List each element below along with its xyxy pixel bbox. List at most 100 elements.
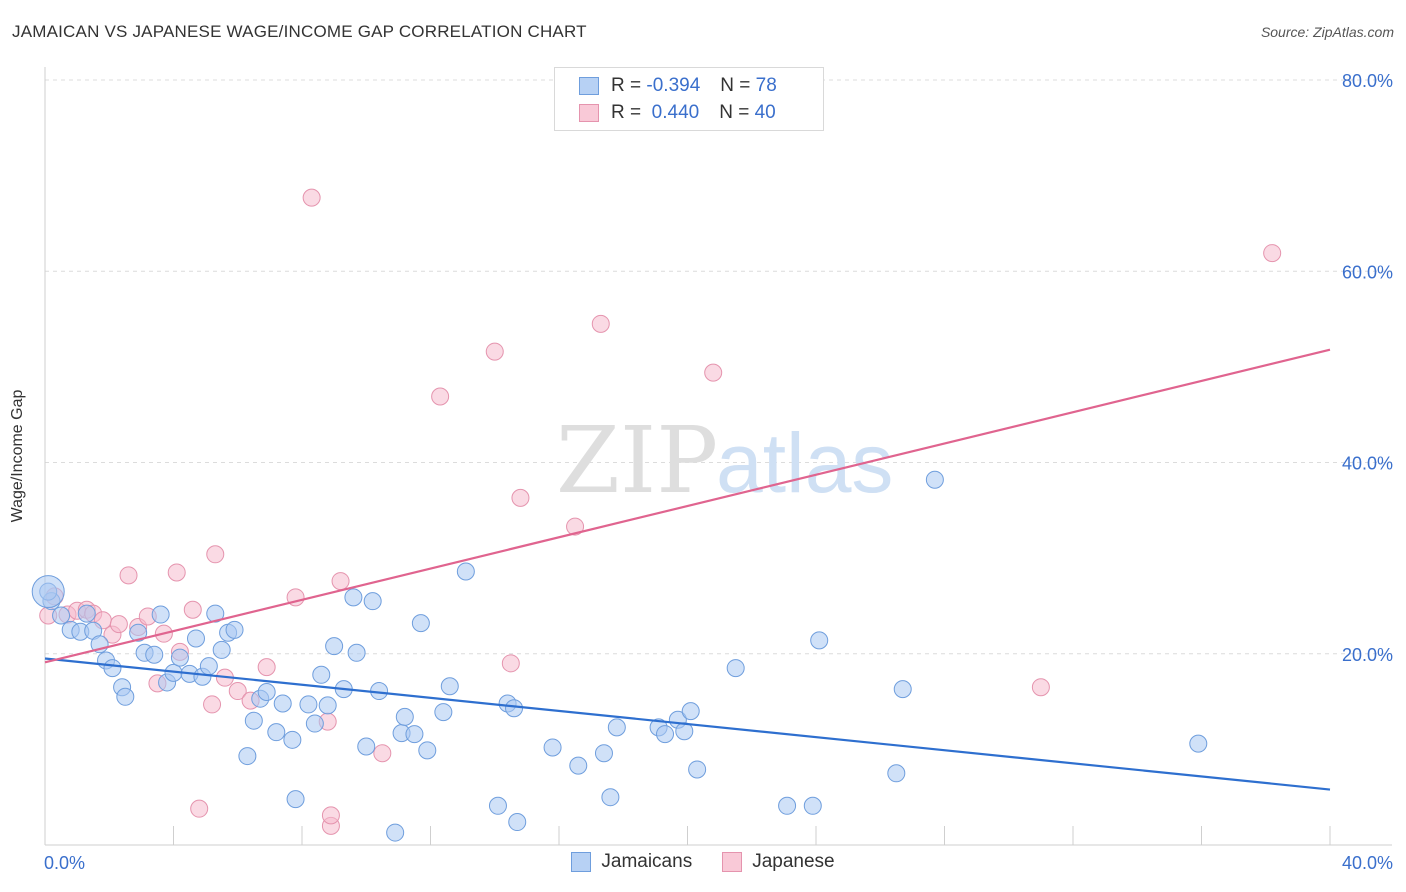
y-tick-label: 20.0%: [1342, 645, 1393, 665]
japanese-point: [331, 572, 350, 591]
japanese-swatch: [722, 852, 743, 872]
r-label: R =: [611, 102, 642, 123]
japanese-point: [302, 188, 321, 207]
r-label: R =: [611, 75, 642, 96]
jamaicans-swatch: [571, 852, 592, 872]
legend-item-japanese: Japanese: [722, 851, 835, 873]
jamaicans-point: [170, 648, 189, 667]
japanese-point: [257, 658, 276, 677]
japanese-point: [119, 566, 138, 585]
jamaicans-point: [418, 741, 437, 760]
jamaicans-point: [318, 696, 337, 715]
chart-title: JAMAICAN VS JAPANESE WAGE/INCOME GAP COR…: [12, 22, 587, 41]
jamaicans-points: [31, 470, 1208, 842]
jamaicans-point: [151, 605, 170, 624]
watermark-zip: ZIP: [556, 407, 718, 514]
jamaicans-point: [726, 659, 745, 678]
stats-row-japanese: R = 0.440 N = 40: [579, 101, 776, 125]
japanese-point: [485, 342, 504, 361]
jamaicans-point: [456, 562, 475, 581]
jamaicans-point: [803, 796, 822, 815]
jamaicans-point: [267, 723, 286, 742]
jamaicans-point: [344, 588, 363, 607]
source-label: Source: ZipAtlas.com: [1260, 24, 1394, 40]
y-tick-label: 40.0%: [1342, 454, 1393, 474]
jamaicans-point: [508, 813, 527, 832]
jamaicans-swatch: [579, 77, 599, 95]
jamaicans-point: [273, 694, 292, 713]
jamaicans-point: [238, 747, 257, 766]
japanese-trend-line: [44, 348, 1331, 664]
y-tick-label: 60.0%: [1342, 262, 1393, 282]
jamaicans-point: [186, 629, 205, 648]
japanese-point: [206, 545, 225, 564]
legend-label: Japanese: [752, 851, 835, 872]
x-tick-label: 0.0%: [44, 853, 85, 873]
jamaicans-point: [440, 677, 459, 696]
jamaicans-point: [594, 744, 613, 763]
jamaicans-point: [305, 714, 324, 733]
jamaicans-point: [607, 718, 626, 737]
n-value: 78: [755, 75, 777, 96]
jamaicans-point: [395, 707, 414, 726]
jamaicans-point: [116, 687, 135, 706]
jamaicans-point: [925, 470, 944, 489]
jamaicans-point-large: [31, 575, 65, 609]
jamaicans-point: [212, 640, 231, 659]
japanese-point: [203, 695, 222, 714]
n-label: N =: [719, 102, 750, 123]
japanese-point: [190, 799, 209, 818]
japanese-point: [501, 654, 520, 673]
r-value: 0.440: [646, 102, 700, 123]
jamaicans-point: [386, 823, 405, 842]
tick-labels: 20.0% 40.0% 60.0% 80.0% 0.0% 40.0%: [44, 71, 1393, 873]
japanese-point: [321, 806, 340, 825]
japanese-point: [431, 387, 450, 406]
jamaicans-point: [77, 604, 96, 623]
jamaicans-point: [357, 737, 376, 756]
legend-label: Jamaicans: [601, 851, 693, 872]
x-tick-label: 40.0%: [1342, 853, 1393, 873]
jamaicans-point: [199, 657, 218, 676]
r-value: -0.394: [646, 75, 701, 96]
n-label: N =: [720, 75, 751, 96]
jamaicans-point: [411, 614, 430, 633]
japanese-point: [511, 488, 530, 507]
jamaicans-point: [283, 730, 302, 749]
jamaicans-point: [244, 711, 263, 730]
legend-item-jamaicans: Jamaicans: [571, 851, 692, 873]
jamaicans-point: [286, 790, 305, 809]
jamaicans-point: [347, 643, 366, 662]
japanese-point: [1263, 244, 1282, 263]
axes: [44, 67, 1392, 846]
stats-legend: R = -0.394 N = 78 R = 0.440 N = 40: [554, 67, 824, 131]
jamaicans-point: [52, 606, 71, 625]
jamaicans-point: [887, 764, 906, 783]
japanese-point: [228, 682, 247, 701]
stats-row-jamaicans: R = -0.394 N = 78: [579, 74, 777, 98]
n-value: 40: [754, 102, 776, 123]
japanese-point: [167, 563, 186, 582]
jamaicans-point: [434, 703, 453, 722]
jamaicans-point: [505, 699, 524, 718]
jamaicans-point: [129, 623, 148, 642]
jamaicans-point: [688, 760, 707, 779]
series-legend: Jamaicans Japanese: [0, 851, 1406, 873]
jamaicans-point: [206, 604, 225, 623]
jamaicans-point: [325, 637, 344, 656]
jamaicans-point: [810, 631, 829, 650]
jamaicans-point: [778, 796, 797, 815]
jamaicans-point: [569, 756, 588, 775]
jamaicans-point: [405, 725, 424, 744]
jamaicans-point: [103, 659, 122, 678]
jamaicans-point: [656, 725, 675, 744]
jamaicans-point: [225, 620, 244, 639]
jamaicans-point: [312, 665, 331, 684]
jamaicans-point: [488, 796, 507, 815]
gridlines: [45, 79, 1392, 655]
japanese-point: [566, 517, 585, 536]
jamaicans-point: [299, 695, 318, 714]
jamaicans-trend-line: [44, 657, 1331, 791]
trend-lines: [44, 348, 1331, 791]
